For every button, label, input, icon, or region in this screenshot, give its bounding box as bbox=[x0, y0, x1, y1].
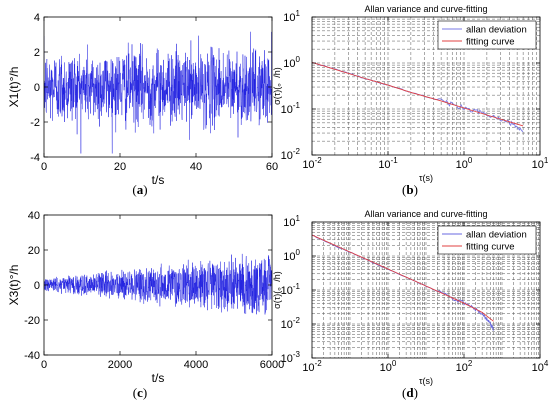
x-tick-label: 10-2 bbox=[302, 359, 322, 374]
chart-title: Allan variance and curve-fitting bbox=[364, 209, 487, 219]
legend-label: allan deviation bbox=[466, 25, 527, 36]
legend-label: fitting curve bbox=[466, 37, 515, 48]
x-axis-label: t/s bbox=[152, 173, 165, 187]
x-axis-label: τ(s) bbox=[419, 173, 433, 183]
y-axis-label: X1(t)°/h bbox=[7, 67, 21, 108]
y-tick-label: 10-1 bbox=[281, 101, 301, 116]
series-line-fitting-curve bbox=[312, 234, 494, 322]
y-axis-label: σ(τ)(。/h) bbox=[272, 67, 282, 105]
x-tick-label: 2000 bbox=[108, 359, 132, 371]
x-axis-label: τ(s) bbox=[419, 376, 433, 386]
x-tick-label: 102 bbox=[456, 359, 473, 374]
x-tick-label: 40 bbox=[190, 161, 202, 173]
panel-label-a: (a) bbox=[132, 182, 147, 197]
x-tick-label: 0 bbox=[41, 161, 47, 173]
x-tick-label: 10-1 bbox=[378, 156, 398, 171]
y-tick-label: 100 bbox=[283, 55, 300, 70]
chart-title: Allan variance and curve-fitting bbox=[364, 4, 487, 14]
y-tick-label: 101 bbox=[283, 214, 300, 229]
y-tick-label: 10-2 bbox=[281, 147, 301, 162]
chart-b: 10-2 10-1 100 101 10-2 10-1 100 101 τ(s) σ(τ)(。/h… bbox=[272, 4, 549, 183]
legend-label: fitting curve bbox=[466, 242, 515, 253]
chart-d: 10-2 100 102 10410-310-210-1100101τ(s)σ(τ)(… bbox=[272, 209, 549, 386]
y-tick-label: 0 bbox=[34, 280, 40, 292]
series-line bbox=[44, 31, 272, 154]
chart-c: 0 2000 4000 6000 -40 -20 0 20 40 t/s X3(t)°/h bbox=[7, 210, 284, 385]
x-tick-label: 104 bbox=[532, 359, 549, 374]
x-tick-label: 20 bbox=[114, 161, 126, 173]
y-axis-label: X3(t)°/h bbox=[7, 265, 21, 306]
x-axis-label: t/s bbox=[152, 371, 165, 385]
y-tick-label: -4 bbox=[30, 152, 40, 164]
plot-frame bbox=[311, 16, 541, 156]
x-tick-label: 100 bbox=[380, 359, 397, 374]
y-tick-label: 40 bbox=[28, 210, 40, 222]
y-tick-label: 10-3 bbox=[281, 350, 301, 365]
x-tick-label: 60 bbox=[266, 161, 278, 173]
y-tick-label: 0 bbox=[34, 82, 40, 94]
series-group bbox=[44, 253, 272, 315]
x-tick-label: 0 bbox=[41, 359, 47, 371]
x-tick-label: 6000 bbox=[260, 359, 284, 371]
y-tick-label: 10-1 bbox=[281, 282, 301, 297]
panel-label-d: (d) bbox=[402, 385, 418, 400]
series-group bbox=[312, 234, 494, 331]
y-axis-label: σ(τ)(。/h) bbox=[272, 271, 282, 309]
y-tick-label: 2 bbox=[34, 47, 40, 59]
y-tick-label: -20 bbox=[24, 315, 40, 327]
legend-label: allan deviation bbox=[466, 230, 527, 241]
x-tick-label: 4000 bbox=[184, 359, 208, 371]
series-line-fitting-curve bbox=[312, 61, 524, 127]
legend-box bbox=[437, 225, 537, 255]
series-line bbox=[44, 253, 272, 315]
y-tick-label: 20 bbox=[28, 245, 40, 257]
series-group bbox=[44, 31, 272, 154]
x-tick-label: 10-2 bbox=[302, 156, 322, 171]
panel-label-c: (c) bbox=[133, 385, 147, 400]
y-tick-label: 4 bbox=[34, 12, 40, 24]
y-tick-label: -40 bbox=[24, 350, 40, 362]
legend-box bbox=[437, 20, 537, 50]
y-tick-label: 101 bbox=[283, 9, 300, 24]
x-tick-label: 101 bbox=[532, 156, 549, 171]
panel-label-b: (b) bbox=[402, 182, 418, 197]
y-tick-label: 10-2 bbox=[281, 316, 301, 331]
x-tick-label: 100 bbox=[456, 156, 473, 171]
series-group bbox=[312, 61, 524, 132]
chart-a: 0 20 40 60 -4 -2 0 2 4 t/s X1(t)°/h bbox=[7, 12, 278, 187]
y-tick-label: 100 bbox=[283, 248, 300, 263]
y-tick-label: -2 bbox=[30, 117, 40, 129]
